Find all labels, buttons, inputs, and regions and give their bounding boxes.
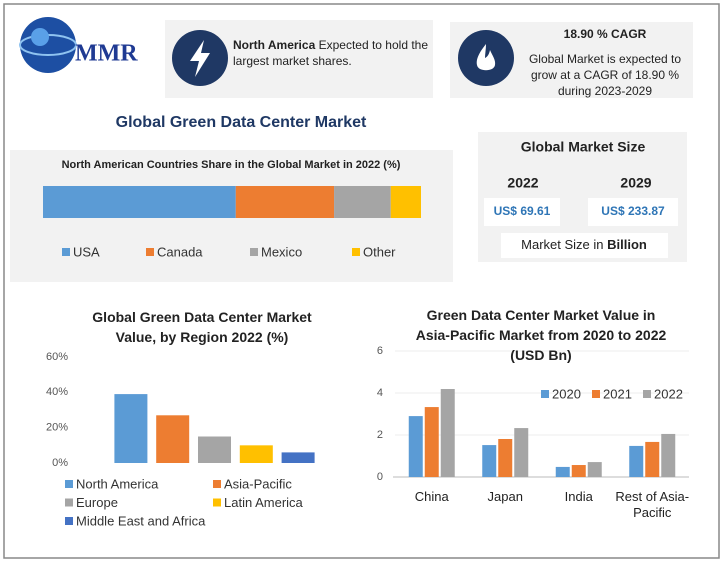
legend-swatch <box>352 248 360 256</box>
chart-title: Global Green Data Center Market Value, b… <box>92 309 312 345</box>
legend-swatch <box>643 390 651 398</box>
legend-label: Europe <box>76 495 118 510</box>
bar <box>440 389 455 477</box>
legend-swatch <box>592 390 600 398</box>
y-tick-label: 20% <box>46 422 68 434</box>
y-tick-label: 6 <box>377 345 383 357</box>
legend-label: 2020 <box>552 386 581 401</box>
bar-segment <box>43 186 236 218</box>
info-rest: Expected to hold the largest market shar… <box>233 38 429 68</box>
bar <box>408 416 423 477</box>
bar <box>661 433 676 477</box>
legend-label: Mexico <box>261 244 302 259</box>
legend-label: Other <box>363 244 396 259</box>
bar <box>114 394 148 463</box>
x-tick-label: Japan <box>487 489 523 504</box>
note-box <box>501 233 668 258</box>
bar <box>239 445 273 463</box>
legend-swatch <box>62 248 70 256</box>
legend-label: Canada <box>157 244 203 259</box>
legend-label: Asia-Pacific <box>224 476 292 491</box>
bar <box>281 452 315 463</box>
bar <box>156 415 190 463</box>
market-size-title: Global Market Size <box>521 139 646 155</box>
bar <box>424 407 439 477</box>
note: Market Size in Billion <box>521 237 647 252</box>
market-value: US$ 69.61 <box>494 204 551 218</box>
bar <box>482 445 497 477</box>
legend-swatch <box>541 390 549 398</box>
bar <box>645 441 660 477</box>
bar <box>587 462 602 477</box>
bar <box>198 436 231 463</box>
legend-label: 2022 <box>654 386 683 401</box>
year: 2029 <box>620 175 651 191</box>
cagr-title: 18.90 % CAGR <box>563 27 647 41</box>
y-tick-label: 60% <box>46 351 68 363</box>
cagr-text: Global Market is expected to grow at a C… <box>528 52 682 98</box>
globe-highlight <box>31 28 49 46</box>
legend-swatch <box>65 498 73 507</box>
chart-title: North American Countries Share in the Gl… <box>62 159 401 171</box>
bar <box>629 445 644 477</box>
market-value: US$ 233.87 <box>601 204 665 218</box>
x-tick-label: India <box>564 489 593 504</box>
flame-icon <box>476 44 496 71</box>
bolt-icon <box>190 40 210 77</box>
bar <box>514 428 529 477</box>
bar-segment <box>235 186 335 218</box>
y-tick-label: 0% <box>52 457 68 469</box>
bar <box>555 466 570 477</box>
legend-swatch <box>213 480 221 488</box>
legend-label: Latin America <box>224 495 304 510</box>
legend-swatch <box>65 517 73 525</box>
bar <box>571 465 586 477</box>
y-tick-label: 0 <box>377 471 383 483</box>
y-tick-label: 2 <box>377 429 383 441</box>
globe <box>20 17 76 73</box>
legend-swatch <box>250 248 258 256</box>
legend-swatch <box>65 480 73 488</box>
legend-label: 2021 <box>603 386 632 401</box>
legend-label: Middle East and Africa <box>76 513 206 528</box>
logo: MMR <box>19 17 138 73</box>
note-bold: Billion <box>607 237 647 252</box>
legend-label: North America <box>76 476 159 491</box>
bar-segment <box>390 186 421 218</box>
logo-text: MMR <box>75 41 138 67</box>
legend-label: USA <box>73 244 100 259</box>
legend-swatch <box>146 248 154 256</box>
value-box <box>484 198 560 226</box>
bar-segment <box>334 186 391 218</box>
info-bold: North America <box>233 38 316 52</box>
y-tick-label: 4 <box>377 387 383 399</box>
bar <box>498 438 513 477</box>
y-tick-label: 40% <box>46 386 68 398</box>
legend-swatch <box>213 498 221 507</box>
value-box <box>588 198 678 226</box>
main-title: Global Green Data Center Market <box>116 114 367 131</box>
year: 2022 <box>507 175 538 191</box>
x-tick-label: Rest of Asia-Pacific <box>615 489 690 520</box>
x-tick-label: China <box>414 489 449 504</box>
note-text: Market Size in <box>521 237 603 252</box>
chart-title: Green Data Center Market Value in Asia-P… <box>415 307 667 363</box>
info-text: North America Expected to hold the large… <box>233 37 433 69</box>
